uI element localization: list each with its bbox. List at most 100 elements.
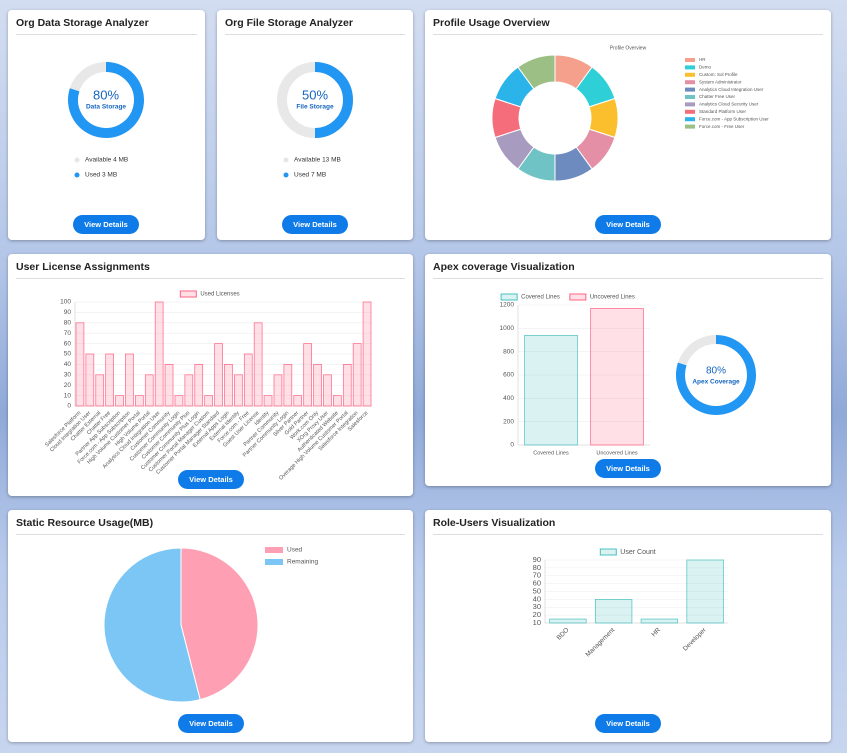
bar bbox=[293, 395, 303, 407]
legend-label: Analytics Cloud Security User bbox=[699, 102, 759, 107]
bar bbox=[135, 395, 144, 407]
y-tick-label: 1200 bbox=[500, 302, 515, 309]
divider bbox=[433, 534, 823, 535]
x-tick-label: HR bbox=[650, 626, 662, 638]
chart: Profile Overview HR Demo Custom: Sol Profil… bbox=[491, 45, 769, 182]
gauge-arc bbox=[676, 335, 756, 415]
view-details-button[interactable]: View Details bbox=[595, 714, 661, 733]
bar bbox=[263, 395, 273, 407]
view-details-button[interactable]: View Details bbox=[595, 459, 661, 478]
bar bbox=[686, 559, 724, 624]
bar bbox=[323, 374, 332, 407]
legend-swatch bbox=[179, 290, 197, 298]
chart: 50% File Storage Available 13 MB Used 7 MB bbox=[277, 62, 353, 179]
gauge-caption: Apex Coverage bbox=[692, 379, 740, 386]
legend-label: Available 4 MB bbox=[85, 157, 128, 164]
divider bbox=[225, 34, 405, 35]
legend-label: Covered Lines bbox=[521, 295, 560, 301]
legend-swatch bbox=[685, 124, 695, 129]
view-details-button[interactable]: View Details bbox=[282, 215, 348, 234]
legend-swatch bbox=[685, 95, 695, 99]
bar bbox=[204, 395, 213, 407]
y-tick-label: 70 bbox=[533, 571, 541, 580]
bar bbox=[224, 364, 233, 407]
legend-label: System Administrator bbox=[699, 79, 742, 84]
bar bbox=[594, 599, 633, 624]
bar bbox=[154, 301, 164, 407]
bar bbox=[174, 395, 184, 407]
gauge-value: 80% bbox=[93, 87, 119, 102]
legend-swatch bbox=[265, 559, 283, 565]
legend-swatch bbox=[685, 102, 695, 107]
chart: 0 200 400 600 800 1000 1200 Covered Lines Uncove… bbox=[500, 293, 756, 456]
view-details-button[interactable]: View Details bbox=[73, 215, 139, 234]
legend-label: Used bbox=[287, 547, 303, 554]
card-title: User License Assignments bbox=[16, 261, 150, 273]
bar bbox=[549, 618, 587, 624]
y-tick-label: 90 bbox=[533, 555, 541, 564]
view-details-button[interactable]: View Details bbox=[595, 215, 661, 234]
card: Org File Storage Analyzer 50% File Storag… bbox=[217, 10, 413, 240]
legend-label: Remaining bbox=[287, 559, 318, 566]
y-tick-label: 30 bbox=[64, 372, 72, 379]
card-title: Role-Users Visualization bbox=[433, 517, 556, 529]
y-tick-label: 0 bbox=[510, 442, 514, 449]
legend-label: User Count bbox=[620, 549, 655, 556]
legend-swatch bbox=[74, 172, 80, 178]
y-tick-label: 40 bbox=[64, 361, 72, 368]
legend: Covered Lines Uncovered Lines bbox=[500, 293, 635, 301]
legend-swatch bbox=[283, 172, 289, 178]
bar bbox=[105, 353, 114, 407]
legend-label: Uncovered Lines bbox=[590, 295, 635, 301]
y-tick-label: 90 bbox=[64, 309, 72, 316]
legend-swatch bbox=[599, 548, 617, 556]
view-details-button[interactable]: View Details bbox=[178, 714, 244, 733]
legend-label: Used Licenses bbox=[200, 292, 239, 298]
chart: Used Remaining bbox=[103, 547, 318, 703]
gauge-value: 50% bbox=[302, 87, 328, 102]
y-tick-label: 400 bbox=[503, 395, 514, 402]
bar bbox=[333, 395, 342, 407]
gauge-value: 80% bbox=[706, 366, 726, 377]
divider bbox=[433, 34, 823, 35]
y-tick-label: 1000 bbox=[500, 325, 515, 332]
gauge-caption: Data Storage bbox=[86, 104, 126, 111]
legend-label: Used 3 MB bbox=[85, 172, 117, 179]
legend-swatch bbox=[569, 293, 587, 301]
bar bbox=[144, 374, 154, 407]
y-tick-label: 50 bbox=[64, 351, 72, 358]
card: Role-Users Visualization 10 20 30 40 50 60 70 8… bbox=[425, 510, 831, 742]
card-title: Org File Storage Analyzer bbox=[225, 17, 353, 29]
bar bbox=[524, 334, 578, 446]
card-title: Profile Usage Overview bbox=[433, 17, 550, 29]
legend-label: Analytics Cloud Integration User bbox=[699, 87, 764, 92]
y-tick-label: 50 bbox=[533, 586, 541, 595]
divider bbox=[433, 278, 823, 279]
chart-title: Profile Overview bbox=[610, 45, 647, 51]
bar bbox=[234, 374, 243, 407]
legend-swatch bbox=[283, 157, 289, 163]
bar bbox=[313, 364, 322, 407]
bar bbox=[253, 322, 263, 407]
y-tick-label: 800 bbox=[503, 348, 514, 355]
divider bbox=[16, 534, 405, 535]
chart: 80% Data Storage Available 4 MB Used 3 MB bbox=[68, 62, 144, 179]
gauge-arc bbox=[314, 62, 353, 138]
x-tick-label: Developer bbox=[682, 626, 708, 652]
legend-swatch bbox=[685, 72, 695, 77]
legend-swatch bbox=[685, 87, 695, 92]
y-tick-label: 10 bbox=[64, 392, 72, 399]
legend-label: Chatter Free User bbox=[699, 94, 736, 99]
legend-swatch bbox=[74, 157, 80, 163]
card: Static Resource Usage(MB) Used Remaining … bbox=[8, 510, 413, 742]
bar bbox=[125, 353, 134, 407]
x-tick-label: BDO bbox=[556, 627, 571, 642]
bar bbox=[273, 374, 283, 407]
y-tick-label: 80 bbox=[64, 320, 72, 327]
legend-swatch bbox=[685, 117, 695, 122]
bar bbox=[85, 353, 95, 407]
y-tick-label: 70 bbox=[64, 330, 72, 337]
y-tick-label: 60 bbox=[64, 340, 72, 347]
view-details-button[interactable]: View Details bbox=[178, 470, 244, 489]
legend-swatch bbox=[500, 293, 518, 301]
